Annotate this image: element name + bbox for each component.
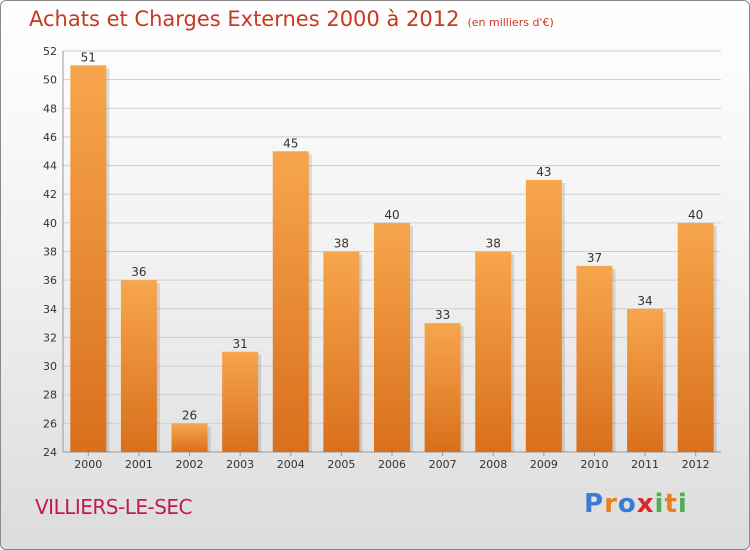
logo-letter: i bbox=[677, 489, 688, 519]
x-tick-label: 2002 bbox=[176, 458, 204, 471]
y-tick-label: 40 bbox=[43, 217, 57, 230]
y-tick-label: 32 bbox=[43, 331, 57, 344]
y-tick-label: 30 bbox=[43, 360, 57, 373]
y-tick-label: 34 bbox=[43, 303, 57, 316]
x-tick-label: 2010 bbox=[580, 458, 608, 471]
bar-value-label: 26 bbox=[182, 408, 197, 422]
bar bbox=[576, 265, 613, 452]
bar bbox=[677, 222, 714, 452]
x-tick-label: 2000 bbox=[74, 458, 102, 471]
title-text: Achats et Charges Externes 2000 à 2012 bbox=[29, 7, 460, 31]
x-tick-label: 2009 bbox=[530, 458, 558, 471]
x-tick-label: 2007 bbox=[429, 458, 457, 471]
unit-text: (en milliers d'€) bbox=[467, 16, 554, 29]
y-tick-label: 46 bbox=[43, 131, 57, 144]
bar bbox=[222, 351, 259, 452]
bar bbox=[120, 280, 157, 452]
x-tick-label: 2006 bbox=[378, 458, 406, 471]
x-tick-label: 2012 bbox=[682, 458, 710, 471]
bar bbox=[70, 65, 107, 453]
proxiti-logo[interactable]: Proxiti bbox=[584, 489, 688, 519]
bar bbox=[171, 423, 208, 452]
logo-letter: t bbox=[664, 489, 678, 519]
bar bbox=[424, 323, 461, 452]
bar-value-label: 36 bbox=[131, 265, 146, 279]
y-tick-label: 26 bbox=[43, 417, 57, 430]
x-tick-label: 2004 bbox=[277, 458, 305, 471]
bar-value-label: 33 bbox=[435, 308, 450, 322]
chart-title: Achats et Charges Externes 2000 à 2012 (e… bbox=[29, 7, 554, 31]
bar bbox=[475, 251, 512, 452]
y-tick-label: 38 bbox=[43, 246, 57, 259]
bar-value-label: 43 bbox=[536, 165, 551, 179]
bar-value-label: 37 bbox=[587, 251, 602, 265]
bar-value-label: 45 bbox=[283, 136, 298, 150]
logo-letter: o bbox=[617, 489, 637, 519]
logo-letter: r bbox=[604, 489, 618, 519]
y-tick-label: 28 bbox=[43, 389, 57, 402]
bar bbox=[323, 251, 360, 452]
city-name: VILLIERS-LE-SEC bbox=[35, 495, 193, 519]
bar bbox=[525, 179, 562, 452]
bar-value-label: 38 bbox=[486, 237, 501, 251]
bar-value-label: 31 bbox=[233, 337, 248, 351]
x-tick-label: 2011 bbox=[631, 458, 659, 471]
bar bbox=[272, 151, 309, 452]
y-tick-label: 24 bbox=[43, 446, 57, 459]
bar bbox=[374, 222, 410, 452]
x-tick-label: 2003 bbox=[226, 458, 254, 471]
bar-value-label: 40 bbox=[688, 208, 703, 222]
bar-value-label: 34 bbox=[637, 294, 652, 308]
x-tick-label: 2001 bbox=[125, 458, 153, 471]
x-tick-label: 2008 bbox=[479, 458, 507, 471]
y-tick-label: 52 bbox=[43, 45, 57, 58]
bar bbox=[627, 308, 664, 452]
y-tick-label: 36 bbox=[43, 274, 57, 287]
bar-value-label: 40 bbox=[384, 208, 399, 222]
x-tick-label: 2005 bbox=[327, 458, 355, 471]
logo-letter: x bbox=[636, 489, 655, 519]
logo-letter: i bbox=[654, 489, 665, 519]
y-tick-label: 42 bbox=[43, 188, 57, 201]
y-tick-label: 50 bbox=[43, 74, 57, 87]
bar-value-label: 51 bbox=[81, 50, 96, 64]
y-tick-label: 44 bbox=[43, 160, 57, 173]
y-tick-label: 48 bbox=[43, 102, 57, 115]
bar-value-label: 38 bbox=[334, 237, 349, 251]
logo-letter: P bbox=[584, 489, 605, 519]
